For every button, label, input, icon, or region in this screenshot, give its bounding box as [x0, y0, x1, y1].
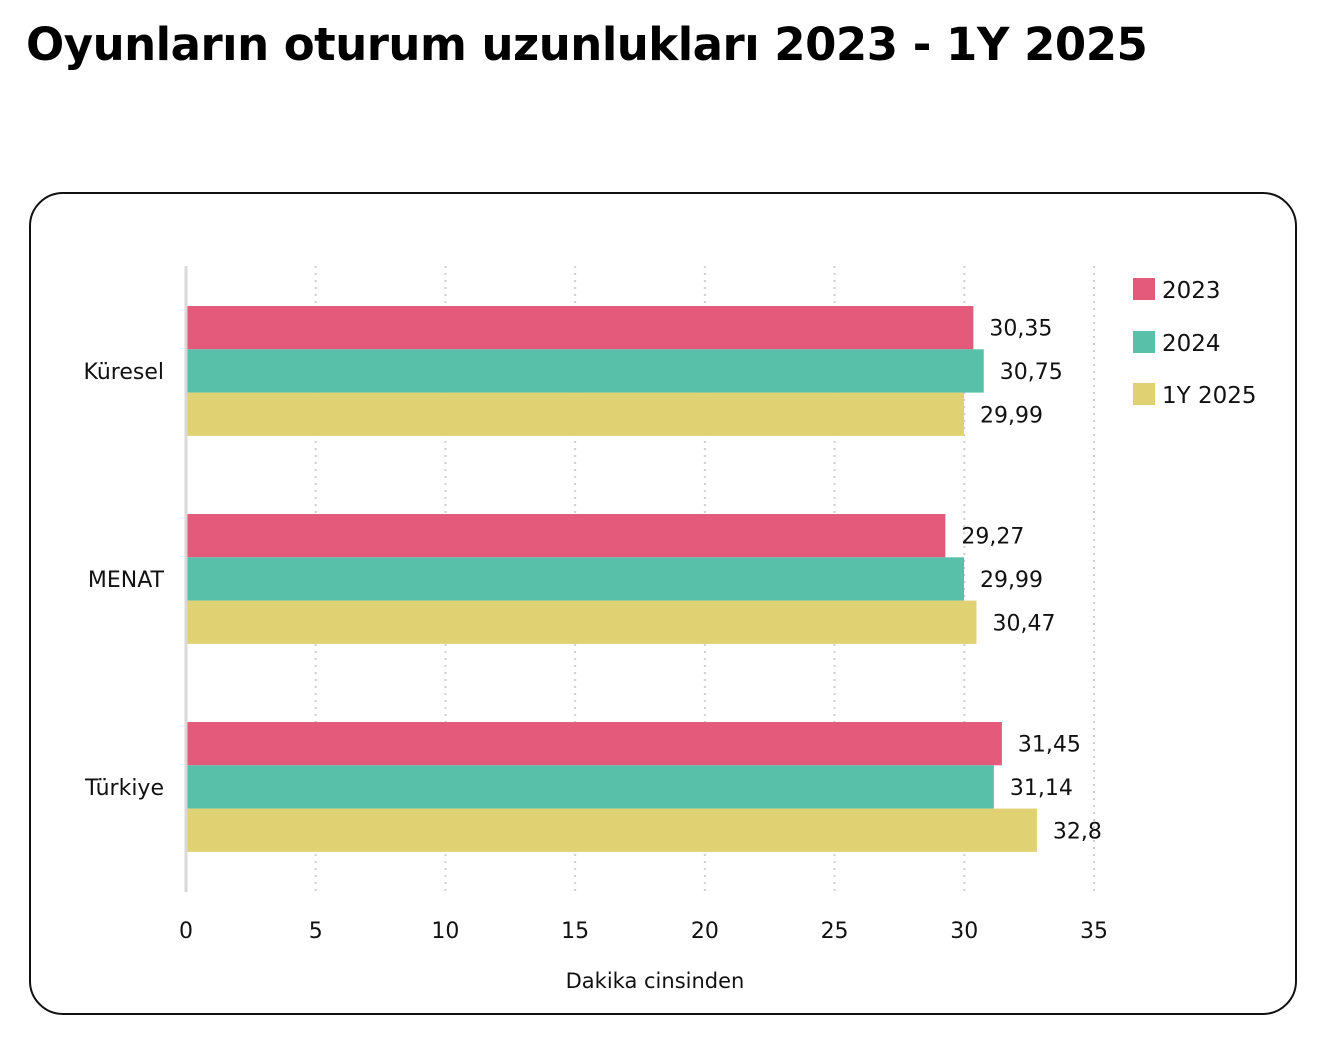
page-title: Oyunların oturum uzunlukları 2023 - 1Y 2… — [26, 18, 1148, 71]
bar-1-2 — [186, 600, 977, 644]
x-tick-label-0: 0 — [179, 919, 193, 944]
bar-2-1 — [186, 765, 994, 809]
legend-label-2: 1Y 2025 — [1162, 383, 1257, 409]
axes: 0 5 10 15 20 25 30 35 Küresel MENAT Türkiye — [84, 266, 1108, 944]
x-tick-label-5: 5 — [309, 919, 323, 944]
legend: 2023 2024 1Y 2025 — [1133, 278, 1257, 409]
bar-2-0 — [186, 722, 1002, 766]
x-tick-label-25: 25 — [821, 919, 849, 944]
value-label-2-1: 31,14 — [1010, 776, 1073, 801]
legend-swatch-1 — [1133, 331, 1155, 353]
value-labels: 30,35 30,75 29,99 29,27 29,99 30,47 31,45 31,14… — [961, 317, 1102, 845]
legend-swatch-2 — [1133, 383, 1155, 405]
bars — [186, 306, 1037, 852]
legend-swatch-0 — [1133, 278, 1155, 300]
value-label-0-0: 30,35 — [989, 317, 1052, 342]
value-label-2-0: 31,45 — [1018, 733, 1081, 758]
x-axis-label: Dakika cinsinden — [566, 969, 745, 993]
value-label-0-2: 29,99 — [980, 403, 1043, 428]
x-tick-label-20: 20 — [691, 919, 719, 944]
bar-2-2 — [186, 808, 1037, 852]
category-label-1: MENAT — [88, 568, 165, 593]
x-tick-label-30: 30 — [950, 919, 978, 944]
value-label-1-2: 30,47 — [992, 611, 1055, 636]
bar-0-0 — [186, 306, 974, 350]
x-tick-label-15: 15 — [561, 919, 589, 944]
value-label-1-0: 29,27 — [961, 525, 1024, 550]
x-tick-label-10: 10 — [431, 919, 459, 944]
bar-0-1 — [186, 349, 984, 393]
category-label-2: Türkiye — [84, 776, 164, 801]
category-label-0: Küresel — [84, 360, 164, 385]
bar-1-1 — [186, 557, 965, 601]
legend-label-0: 2023 — [1162, 278, 1221, 304]
legend-label-1: 2024 — [1162, 331, 1221, 357]
value-label-1-1: 29,99 — [980, 568, 1043, 593]
x-tick-label-35: 35 — [1080, 919, 1108, 944]
bar-0-2 — [186, 392, 965, 436]
bar-1-0 — [186, 514, 946, 558]
value-label-2-2: 32,8 — [1053, 819, 1102, 844]
value-label-0-1: 30,75 — [1000, 360, 1063, 385]
